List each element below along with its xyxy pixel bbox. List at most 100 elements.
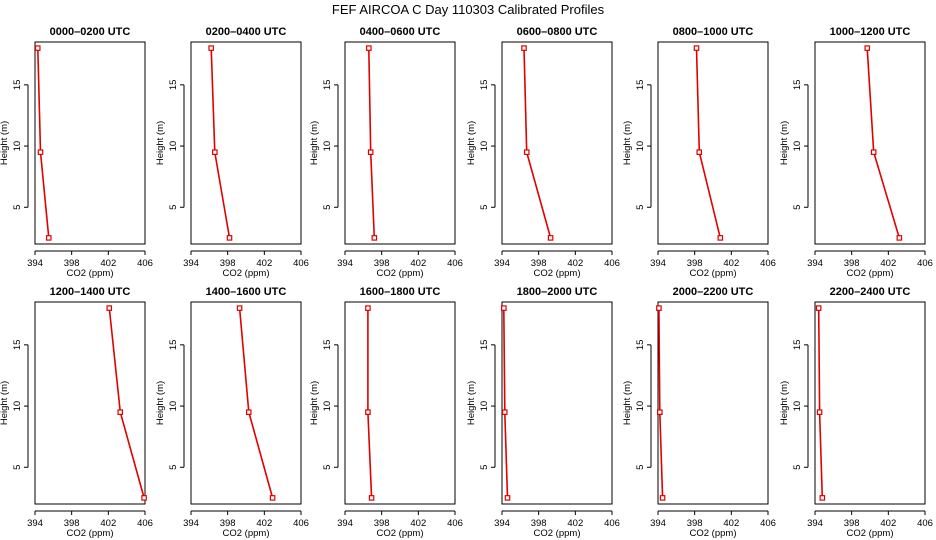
x-tick-label: 398 xyxy=(220,518,236,529)
data-point xyxy=(815,305,822,311)
panel-1: 0200–0400 UTC 394 398 402 406 CO2 (ppm) 5 10 15 H… xyxy=(155,26,309,279)
data-point xyxy=(501,305,507,311)
y-tick-label: 5 xyxy=(792,465,803,470)
y-tick-label: 10 xyxy=(12,401,23,412)
y-tick-label: 15 xyxy=(168,340,179,351)
x-tick-label: 398 xyxy=(687,258,703,269)
y-tick-label: 15 xyxy=(322,80,333,91)
x-tick-label: 402 xyxy=(880,258,896,269)
x-axis-label: CO2 (ppm) xyxy=(67,528,114,539)
x-tick-label: 398 xyxy=(687,518,703,529)
data-point xyxy=(245,409,252,415)
x-tick-label: 406 xyxy=(447,518,463,529)
y-axis-label: Height (m) xyxy=(0,121,10,165)
x-axis-label: CO2 (ppm) xyxy=(67,268,114,279)
panel-10: 2000–2200 UTC 394 398 402 406 CO2 (ppm) 5 10 15 H… xyxy=(622,286,776,539)
x-tick-label: 402 xyxy=(100,258,116,269)
y-tick-label: 15 xyxy=(479,340,490,351)
panel-title: 0800–1000 UTC xyxy=(673,26,754,38)
panel-title: 1200–1400 UTC xyxy=(50,286,131,298)
data-point xyxy=(208,45,214,51)
x-tick-label: 406 xyxy=(137,258,153,269)
y-axis-label: Height (m) xyxy=(309,121,320,165)
x-tick-label: 398 xyxy=(64,258,80,269)
y-tick-label: 10 xyxy=(322,141,333,152)
panels-grid: 0000–0200 UTC 394 398 402 406 CO2 (ppm) 5 10 15 H… xyxy=(0,26,933,539)
data-point xyxy=(501,409,508,415)
plot-frame xyxy=(657,41,769,245)
panel-8: 1600–1800 UTC 394 398 402 406 CO2 (ppm) 5 10 15 H… xyxy=(309,286,463,539)
plot-frame xyxy=(190,41,302,245)
data-point xyxy=(141,495,147,501)
data-point xyxy=(819,495,826,501)
data-point xyxy=(816,409,823,415)
data-point xyxy=(371,235,378,241)
x-tick-label: 394 xyxy=(807,518,823,529)
y-tick-label: 15 xyxy=(792,340,803,351)
y-tick-label: 10 xyxy=(635,401,646,412)
y-tick-label: 5 xyxy=(322,465,333,470)
y-tick-label: 5 xyxy=(635,205,646,210)
plot-frame xyxy=(190,301,302,505)
y-tick-label: 10 xyxy=(479,401,490,412)
data-point xyxy=(696,149,703,155)
y-tick-label: 5 xyxy=(635,465,646,470)
x-tick-label: 398 xyxy=(531,518,547,529)
y-axis-label: Height (m) xyxy=(779,381,790,425)
x-axis-label: CO2 (ppm) xyxy=(847,528,894,539)
x-tick-label: 394 xyxy=(183,518,199,529)
profile-line xyxy=(210,48,231,239)
data-point xyxy=(547,235,554,241)
y-tick-label: 5 xyxy=(168,465,179,470)
y-tick-label: 15 xyxy=(12,80,23,91)
x-tick-label: 398 xyxy=(844,258,860,269)
x-tick-label: 402 xyxy=(567,258,583,269)
y-tick-label: 10 xyxy=(168,401,179,412)
panel-2: 0400–0600 UTC 394 398 402 406 CO2 (ppm) 5 10 15 H… xyxy=(309,26,463,279)
x-tick-label: 402 xyxy=(256,518,272,529)
x-tick-label: 394 xyxy=(337,518,353,529)
profile-line xyxy=(108,308,145,499)
panel-3: 0600–0800 UTC 394 398 402 406 CO2 (ppm) 5 10 15 H… xyxy=(466,26,620,279)
data-point xyxy=(365,409,371,415)
x-tick-label: 402 xyxy=(880,518,896,529)
x-tick-label: 394 xyxy=(494,518,510,529)
y-tick-label: 5 xyxy=(479,205,490,210)
x-tick-label: 402 xyxy=(567,518,583,529)
x-axis-label: CO2 (ppm) xyxy=(690,528,737,539)
x-tick-label: 398 xyxy=(64,518,80,529)
x-tick-label: 402 xyxy=(723,518,739,529)
x-tick-label: 406 xyxy=(917,258,933,269)
x-axis-label: CO2 (ppm) xyxy=(223,268,270,279)
panel-title: 1800–2000 UTC xyxy=(517,286,598,298)
x-axis-label: CO2 (ppm) xyxy=(223,528,270,539)
y-tick-label: 15 xyxy=(792,80,803,91)
x-tick-label: 406 xyxy=(760,258,776,269)
plot-frame xyxy=(501,41,613,245)
y-axis-label: Height (m) xyxy=(466,121,477,165)
plot-frame xyxy=(501,301,613,505)
y-tick-label: 5 xyxy=(479,465,490,470)
x-axis-label: CO2 (ppm) xyxy=(534,528,581,539)
profile-line xyxy=(658,308,664,498)
x-tick-label: 394 xyxy=(27,258,43,269)
x-tick-label: 406 xyxy=(760,518,776,529)
y-tick-label: 5 xyxy=(168,205,179,210)
y-tick-label: 15 xyxy=(635,80,646,91)
y-tick-label: 5 xyxy=(322,205,333,210)
panel-title: 0000–0200 UTC xyxy=(50,26,131,38)
data-point xyxy=(212,149,218,155)
y-tick-label: 10 xyxy=(792,401,803,412)
y-tick-label: 5 xyxy=(12,205,23,210)
plot-frame xyxy=(814,301,926,505)
data-point xyxy=(367,149,374,155)
panel-title: 0600–0800 UTC xyxy=(517,26,598,38)
data-point xyxy=(504,495,511,501)
x-tick-label: 394 xyxy=(183,258,199,269)
x-tick-label: 398 xyxy=(374,518,390,529)
figure-title: FEF AIRCOA C Day 110303 Calibrated Profi… xyxy=(332,2,605,17)
x-tick-label: 398 xyxy=(220,258,236,269)
panel-4: 0800–1000 UTC 394 398 402 406 CO2 (ppm) 5 10 15 H… xyxy=(622,26,776,279)
data-point xyxy=(45,235,52,241)
